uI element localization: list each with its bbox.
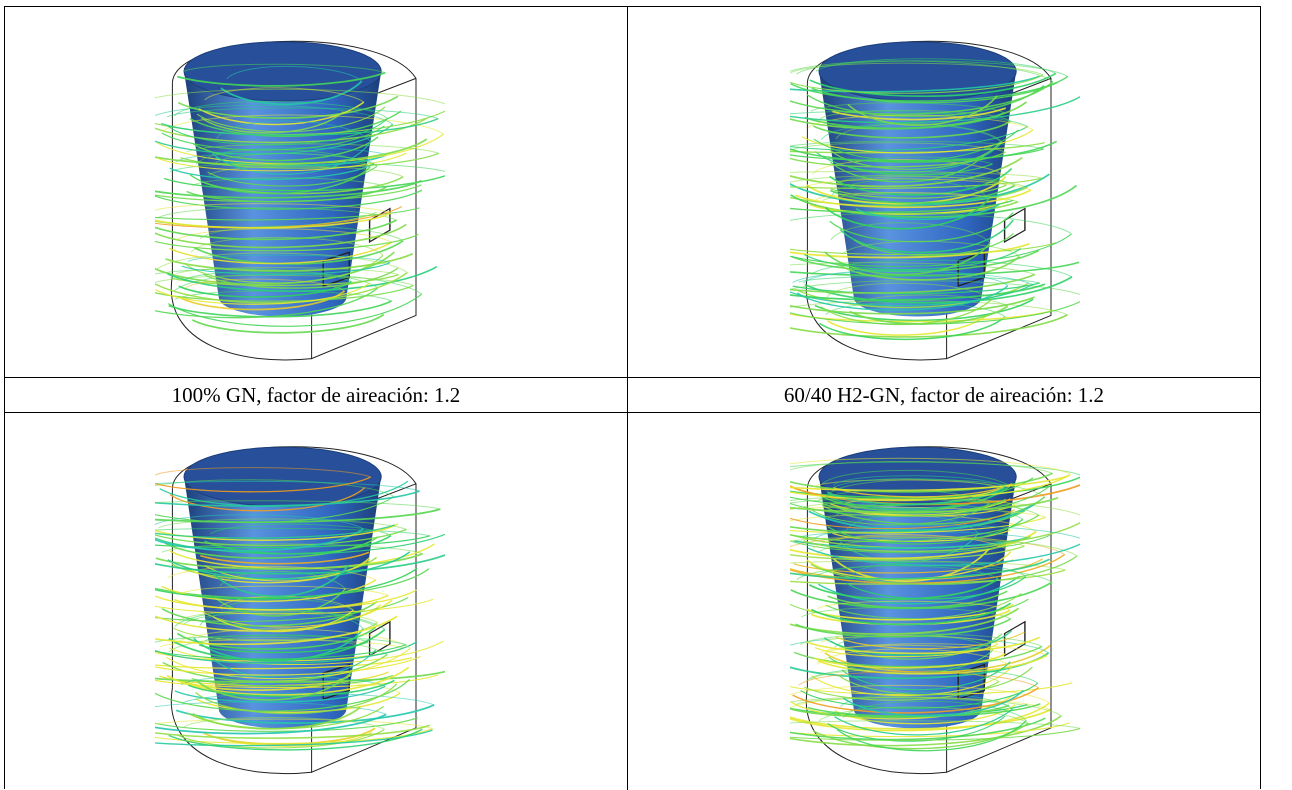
figure-caption-2: 60/40 H2-GN, factor de aireación: 1.2 <box>783 383 1105 407</box>
table-row-divider <box>5 412 1260 413</box>
streamline-render-1 <box>155 13 445 373</box>
table-row-divider <box>5 377 1260 378</box>
streamlines <box>155 63 445 334</box>
streamline-figure <box>790 40 1080 361</box>
streamline-figure <box>155 40 445 361</box>
streamline-figure <box>790 446 1080 775</box>
streamlines <box>790 457 1080 752</box>
figure-table: 100% GN, factor de aireación: 1.2 60/40 … <box>4 6 1261 790</box>
streamline-render-4 <box>790 417 1080 787</box>
streamline-figure <box>155 446 445 775</box>
streamlines <box>790 58 1080 341</box>
table-column-divider <box>627 7 628 790</box>
figure-caption-1: 100% GN, factor de aireación: 1.2 <box>171 383 461 407</box>
streamlines <box>155 467 445 751</box>
inlet-ports <box>322 620 391 700</box>
streamline-render-2 <box>790 13 1080 373</box>
streamline-render-3 <box>155 417 445 787</box>
